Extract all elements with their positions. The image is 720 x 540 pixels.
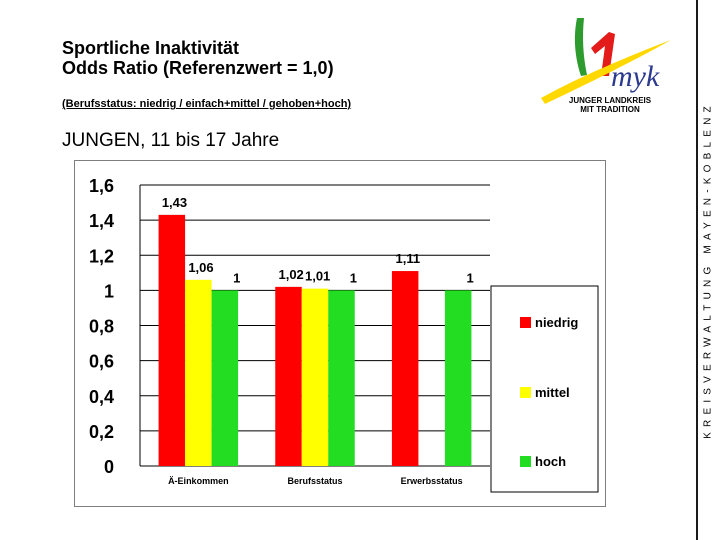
bar-mittel bbox=[185, 279, 212, 466]
data-label: 1,43 bbox=[162, 195, 187, 210]
logo-yellow-swoosh bbox=[541, 40, 671, 104]
legend-box bbox=[490, 285, 599, 493]
data-label: 1,01 bbox=[305, 269, 330, 284]
logo-caption: JUNGER LANDKREIS MIT TRADITION bbox=[560, 96, 660, 114]
logo-red-one bbox=[591, 32, 615, 76]
bar-hoch bbox=[444, 290, 472, 466]
logo-green-stroke bbox=[574, 18, 587, 76]
side-bar bbox=[696, 0, 720, 540]
myk-logo: myk bbox=[541, 18, 671, 104]
data-label: 1,02 bbox=[278, 267, 303, 282]
y-tick-label: 0,4 bbox=[89, 387, 114, 407]
legend-label: hoch bbox=[535, 454, 566, 469]
y-tick-label: 1,2 bbox=[89, 246, 114, 266]
x-tick-label: Ä-Einkommen bbox=[168, 476, 229, 486]
logo-word: myk bbox=[611, 60, 660, 93]
legend-swatch bbox=[520, 456, 531, 467]
data-label: 1 bbox=[466, 270, 473, 285]
chart-title: Sportliche Inaktivität Odds Ratio (Refer… bbox=[62, 38, 334, 78]
legend-label: mittel bbox=[535, 385, 570, 400]
bar-niedrig bbox=[391, 271, 419, 466]
legend-swatch bbox=[520, 317, 531, 328]
title-line-2: Odds Ratio (Referenzwert = 1,0) bbox=[62, 58, 334, 78]
bar-hoch bbox=[328, 290, 355, 466]
y-tick-label: 1,6 bbox=[89, 176, 114, 196]
title-line-1: Sportliche Inaktivität bbox=[62, 38, 240, 58]
x-tick-label: Erwerbsstatus bbox=[401, 476, 463, 486]
y-tick-label: 0 bbox=[104, 457, 114, 477]
data-label: 1,06 bbox=[188, 260, 213, 275]
y-tick-label: 1 bbox=[104, 281, 114, 301]
y-tick-label: 0,8 bbox=[89, 317, 114, 337]
bar-niedrig bbox=[275, 286, 302, 466]
data-label: 1 bbox=[233, 270, 240, 285]
bar-mittel bbox=[301, 288, 329, 466]
bar-niedrig bbox=[158, 214, 186, 466]
logo-caption-line-1: JUNGER LANDKREIS bbox=[568, 96, 652, 105]
data-label: 1,11 bbox=[396, 251, 421, 266]
chart-subtitle: JUNGEN, 11 bis 17 Jahre bbox=[62, 130, 280, 151]
legend-swatch bbox=[520, 387, 531, 398]
legend-label: niedrig bbox=[535, 315, 578, 330]
y-tick-label: 0,2 bbox=[89, 422, 114, 442]
logo-caption-line-2: MIT TRADITION bbox=[580, 105, 640, 114]
y-tick-label: 1,4 bbox=[89, 211, 114, 231]
y-tick-label: 0,6 bbox=[89, 352, 114, 372]
data-label: 1 bbox=[350, 270, 357, 285]
x-tick-label: Berufsstatus bbox=[287, 476, 342, 486]
category-note: (Berufsstatus: niedrig / einfach+mittel … bbox=[62, 98, 352, 110]
bar-hoch bbox=[211, 290, 239, 466]
